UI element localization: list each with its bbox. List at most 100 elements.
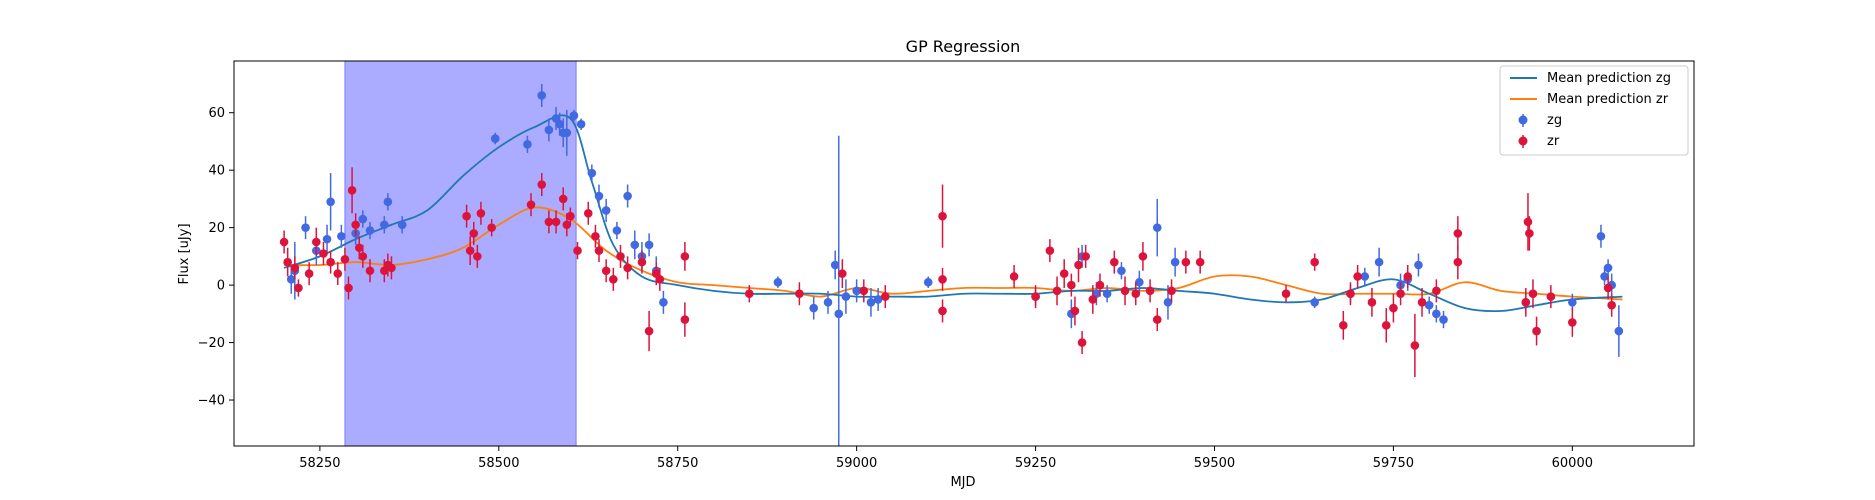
zr-point [1528, 289, 1538, 299]
zr-point [609, 275, 618, 284]
y-tick-label: 60 [208, 106, 225, 121]
zr-point [358, 252, 368, 261]
zr-point [1195, 257, 1205, 267]
legend-entry-mean-zr: Mean prediction zr [1547, 92, 1669, 107]
zr-point [1346, 289, 1355, 299]
zr-point [473, 252, 482, 261]
zr-point [551, 217, 561, 227]
zg-point [1374, 257, 1384, 267]
zr-point [294, 283, 303, 293]
zg-point [823, 298, 833, 307]
zr-point [1145, 286, 1155, 296]
zr-point [1523, 217, 1533, 227]
zg-point [852, 286, 861, 296]
zr-point [526, 200, 536, 209]
zr-point [1410, 341, 1420, 350]
zr-point [566, 211, 575, 221]
y-tick-label: 0 [217, 279, 225, 294]
zg-point [301, 223, 310, 232]
zr-point [1070, 306, 1080, 316]
zg-point [1135, 277, 1144, 287]
zg-point [923, 277, 933, 287]
zg-point [1432, 309, 1441, 319]
zg-point [286, 275, 296, 284]
zr-point [637, 257, 647, 267]
zr-point [1059, 269, 1069, 278]
x-tick-label: 59750 [1373, 456, 1414, 471]
zr-point [1453, 257, 1463, 267]
zr-point [1521, 298, 1531, 307]
zr-point [616, 252, 625, 261]
legend-entry-zg: zg [1547, 113, 1562, 128]
legend-zg-point-marker [1518, 115, 1528, 125]
zr-point [1367, 298, 1377, 307]
zr-point [1281, 289, 1291, 299]
zg-point [866, 298, 876, 307]
zg-point [379, 220, 389, 230]
legend-entry-zr: zr [1547, 134, 1560, 149]
zr-point [562, 220, 572, 230]
zg-point [544, 125, 554, 135]
x-tick-label: 60000 [1552, 456, 1593, 471]
zg-point [322, 234, 332, 244]
mean-prediction-zg-line [283, 114, 1623, 313]
zg-point [644, 240, 654, 250]
zr-point [365, 266, 375, 276]
zr-point [573, 246, 582, 255]
zr-point [354, 243, 364, 253]
x-tick-label: 58500 [478, 456, 519, 471]
x-tick-label: 59500 [1194, 456, 1235, 471]
zg-point [1170, 257, 1180, 267]
zr-point [1381, 321, 1391, 330]
zr-point [1081, 252, 1090, 261]
zr-point [1067, 280, 1076, 290]
zr-point [1453, 229, 1463, 238]
zr-point [1568, 318, 1577, 327]
zr-point [476, 208, 486, 218]
zr-point [644, 326, 654, 336]
zg-point [834, 309, 844, 319]
zg-point [490, 134, 500, 143]
zg-point [1600, 272, 1609, 281]
zr-point [1603, 283, 1613, 293]
y-tick-label: −20 [198, 336, 225, 351]
zr-point [1353, 272, 1362, 281]
zr-point [880, 292, 890, 301]
zr-point [1532, 326, 1541, 336]
zr-point [537, 180, 547, 189]
zr-point [938, 275, 947, 284]
x-tick-label: 58250 [299, 456, 340, 471]
zr-point [938, 211, 947, 221]
zr-point [326, 257, 335, 267]
zr-point [1088, 295, 1098, 304]
zr-point [347, 185, 357, 195]
zr-point [838, 269, 847, 278]
zr-point [1052, 286, 1062, 296]
zr-point [1432, 286, 1441, 296]
zr-point [462, 211, 471, 221]
zr-point [351, 220, 360, 230]
zg-point [659, 298, 668, 307]
zr-point [487, 223, 496, 232]
zr-point [319, 249, 328, 258]
zr-point [1120, 286, 1130, 296]
legend-entry-mean-zg: Mean prediction zg [1547, 71, 1671, 86]
zr-point [1009, 272, 1019, 281]
zr-point [304, 269, 314, 278]
zg-point [1424, 300, 1434, 310]
zg-point [337, 231, 346, 241]
zr-point [1138, 252, 1148, 261]
zg-point [1152, 223, 1162, 232]
zr-point [283, 257, 292, 267]
zg-point [773, 277, 783, 287]
zr-point [795, 289, 804, 299]
zr-point [859, 286, 869, 296]
zr-point [938, 306, 947, 316]
zr-point [1403, 272, 1413, 281]
zg-point [358, 214, 368, 224]
zg-point [1603, 263, 1613, 273]
zr-point [469, 229, 479, 238]
zr-point [623, 263, 632, 273]
legend: Mean prediction zg Mean prediction zr zg… [1499, 65, 1689, 156]
zg-point [1117, 266, 1126, 276]
